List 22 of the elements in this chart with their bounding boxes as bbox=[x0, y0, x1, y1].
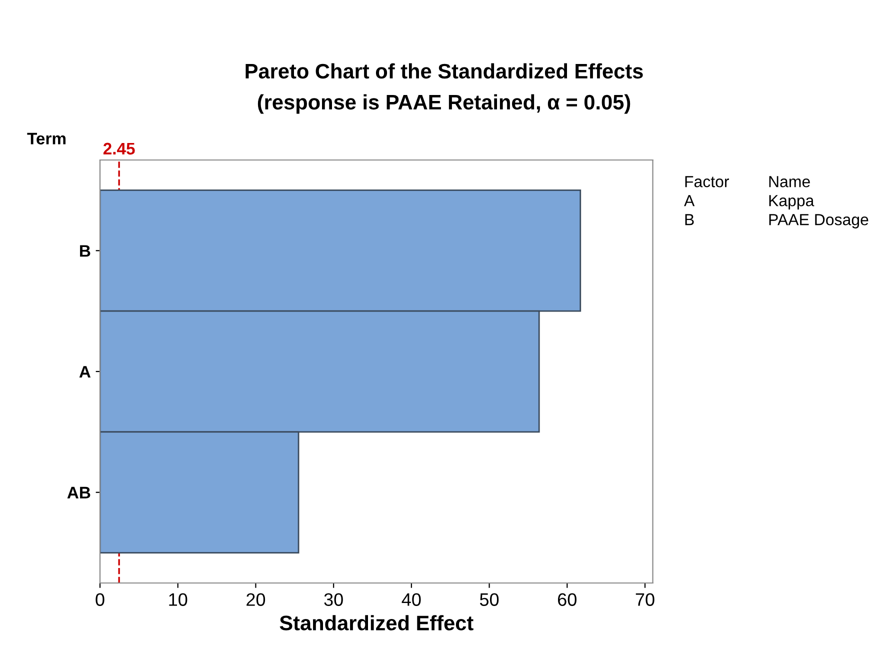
chart-subtitle: (response is PAAE Retained, α = 0.05) bbox=[258, 94, 630, 114]
text: Kappa bbox=[769, 195, 814, 210]
text: A bbox=[684, 195, 695, 206]
text: B bbox=[685, 214, 694, 226]
y-tick-label: A bbox=[79, 366, 91, 378]
x-tick-label: 20 bbox=[246, 593, 266, 606]
x-tick-label: 30 bbox=[324, 593, 343, 606]
x-axis-title: Standardized Effect bbox=[280, 615, 474, 630]
x-tick-label: 40 bbox=[402, 593, 421, 606]
x-tick-label: 10 bbox=[169, 593, 188, 606]
y-tick-label: B bbox=[80, 245, 90, 257]
text: PAAE Dosage bbox=[769, 214, 868, 228]
text: Name bbox=[769, 176, 810, 188]
x-tick-label: 70 bbox=[636, 593, 654, 606]
x-tick-label: 50 bbox=[480, 593, 499, 606]
x-tick-label: 0 bbox=[96, 593, 104, 606]
x-tick-label: 60 bbox=[558, 593, 576, 606]
y-axis-title: Term bbox=[27, 132, 66, 144]
ref-line-label: 2.45 bbox=[103, 142, 135, 155]
chart-title: Pareto Chart of the Standardized Effects bbox=[246, 63, 643, 79]
y-tick-label: AB bbox=[67, 486, 90, 498]
text: Factor bbox=[685, 176, 729, 188]
